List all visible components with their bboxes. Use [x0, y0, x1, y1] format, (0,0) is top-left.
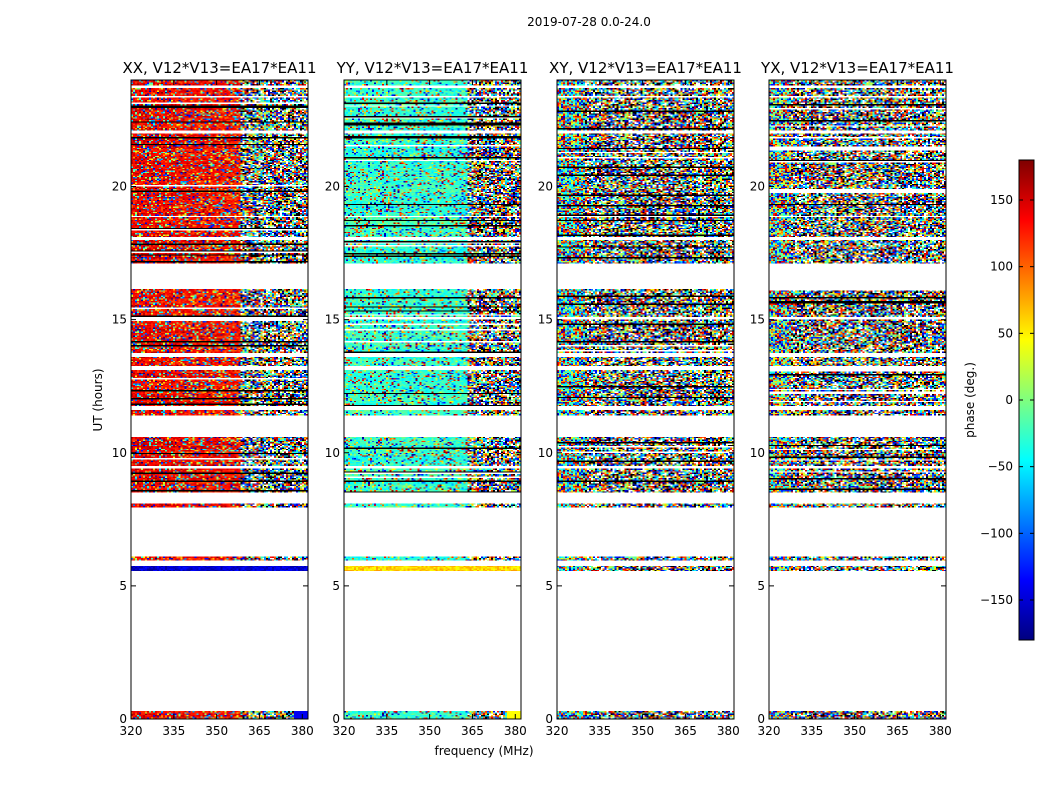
- colorbar-tick-label: −150: [980, 593, 1013, 607]
- x-tick-label: 350: [843, 724, 866, 738]
- axes-frame: [768, 79, 947, 720]
- y-tick-label: 5: [757, 579, 765, 593]
- y-tick-label: 20: [750, 180, 765, 194]
- phase-heatmap: [131, 80, 308, 719]
- colorbar-tick-label: 150: [990, 193, 1013, 207]
- y-tick-label: 5: [332, 579, 340, 593]
- x-tick-label: 335: [800, 724, 823, 738]
- x-tick-label: 350: [205, 724, 228, 738]
- y-tick-label: 5: [545, 579, 553, 593]
- x-tick-label: 320: [333, 724, 356, 738]
- x-tick-label: 320: [120, 724, 143, 738]
- y-tick-label: 20: [325, 180, 340, 194]
- colorbar: 150 100 50 0 −50 −100 −150 phase (deg.): [963, 159, 1035, 641]
- panel-1: XX, V12*V13=EA17*EA11 320 335 350 365 380 0 5 10…: [112, 59, 317, 738]
- y-tick-label: 15: [750, 313, 765, 327]
- colorbar-tick-label: 50: [998, 326, 1013, 340]
- figure-suptitle: 2019-07-28 0.0-24.0: [527, 15, 651, 29]
- y-tick-label: 0: [332, 712, 340, 726]
- y-tick-label: 20: [538, 180, 553, 194]
- y-axis-label: UT (hours): [91, 368, 105, 431]
- x-tick-label: 365: [248, 724, 271, 738]
- colorbar-tick-label: 100: [990, 260, 1013, 274]
- x-tick-label: 380: [504, 724, 527, 738]
- y-tick-label: 10: [325, 446, 340, 460]
- x-tick-label: 365: [461, 724, 484, 738]
- x-tick-label: 335: [162, 724, 185, 738]
- y-tick-label: 10: [538, 446, 553, 460]
- x-tick-label: 350: [418, 724, 441, 738]
- x-tick-label: 335: [375, 724, 398, 738]
- panel-4: YX, V12*V13=EA17*EA11 320 335 350 365 380 0 5 10…: [750, 59, 954, 738]
- panel-3: XY, V12*V13=EA17*EA11 320 335 350 365 380 0 5 10…: [538, 59, 742, 738]
- axes-frame: [556, 79, 735, 720]
- y-tick-label: 15: [112, 313, 127, 327]
- phase-heatmap: [557, 80, 734, 719]
- axes-frame: [343, 79, 522, 720]
- x-axis-label: frequency (MHz): [434, 744, 533, 758]
- panels-group: XX, V12*V13=EA17*EA11 320 335 350 365 380 0 5 10…: [112, 59, 954, 738]
- y-tick-label: 0: [757, 712, 765, 726]
- y-tick-label: 15: [538, 313, 553, 327]
- colorbar-tick-label: 0: [1005, 393, 1013, 407]
- colorbar-tick-label: −100: [980, 526, 1013, 540]
- y-tick-label: 0: [119, 712, 127, 726]
- phase-heatmap: [769, 80, 946, 719]
- x-tick-label: 365: [674, 724, 697, 738]
- y-tick-label: 10: [750, 446, 765, 460]
- x-tick-label: 365: [886, 724, 909, 738]
- panel-title: YX, V12*V13=EA17*EA11: [760, 59, 954, 77]
- y-tick-label: 15: [325, 313, 340, 327]
- panel-title: YY, V12*V13=EA17*EA11: [336, 59, 529, 77]
- panel-title: XY, V12*V13=EA17*EA11: [549, 59, 742, 77]
- panel-title: XX, V12*V13=EA17*EA11: [122, 59, 316, 77]
- x-tick-label: 335: [588, 724, 611, 738]
- y-tick-label: 20: [112, 180, 127, 194]
- x-tick-label: 320: [546, 724, 569, 738]
- y-tick-label: 10: [112, 446, 127, 460]
- y-tick-label: 5: [119, 579, 127, 593]
- phase-heatmap: [344, 80, 521, 719]
- axes-frame: [130, 79, 309, 720]
- x-tick-label: 320: [758, 724, 781, 738]
- x-tick-label: 350: [631, 724, 654, 738]
- colorbar-label: phase (deg.): [963, 362, 977, 438]
- panel-2: YY, V12*V13=EA17*EA11 320 335 350 365 380 0 5 10…: [325, 59, 529, 738]
- colorbar-tick-label: −50: [988, 460, 1013, 474]
- y-tick-label: 0: [545, 712, 553, 726]
- x-tick-label: 380: [929, 724, 952, 738]
- x-tick-label: 380: [717, 724, 740, 738]
- x-tick-label: 380: [291, 724, 314, 738]
